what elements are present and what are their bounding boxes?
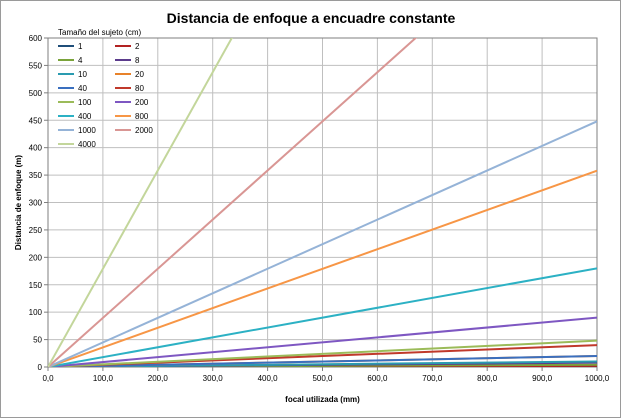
y-tick-label: 150 [29,281,43,290]
y-tick-label: 500 [29,89,43,98]
series-line-4000 [48,38,233,367]
legend-label-2000: 2000 [135,126,153,135]
x-tick-label: 0,0 [42,374,54,383]
x-tick-label: 200,0 [148,374,169,383]
y-tick-label: 600 [29,34,43,43]
x-tick-label: 700,0 [422,374,443,383]
y-axis: 0 50 100 150 200 250 300 350 400 450 500 550 600 [29,34,48,372]
chart-title: Distancia de enfoque a encuadre constant… [167,10,456,26]
legend-label-20: 20 [135,70,144,79]
x-tick-label: 300,0 [203,374,224,383]
x-tick-label: 600,0 [367,374,388,383]
x-tick-label: 500,0 [312,374,333,383]
legend-label-1000: 1000 [78,126,96,135]
legend-label-2: 2 [135,42,140,51]
legend-label-40: 40 [78,84,87,93]
x-tick-label: 400,0 [258,374,279,383]
legend-label-4: 4 [78,56,83,65]
series-line-100 [48,339,597,367]
legend-label-200: 200 [135,98,149,107]
x-tick-label: 1000,0 [585,374,610,383]
legend-label-400: 400 [78,112,92,121]
series-line-40 [48,355,597,367]
y-tick-label: 400 [29,144,43,153]
series-line-400 [48,267,597,367]
y-tick-label: 350 [29,171,43,180]
legend-label-80: 80 [135,84,144,93]
legend: Tamaño del sujeto (cm) 1 2 4 8 10 20 40 80 100 20… [58,28,153,149]
y-tick-label: 450 [29,116,43,125]
series-line-1000 [48,120,597,367]
y-tick-label: 300 [29,199,43,208]
y-tick-label: 550 [29,61,43,70]
y-tick-label: 200 [29,253,43,262]
legend-label-800: 800 [135,112,149,121]
y-tick-label: 250 [29,226,43,235]
series-line-2000 [48,38,418,367]
series-line-800 [48,169,597,367]
legend-label-1: 1 [78,42,83,51]
legend-label-100: 100 [78,98,92,107]
legend-label-4000: 4000 [78,140,96,149]
y-axis-label: Distancia de enfoque (m) [14,155,23,250]
y-tick-label: 100 [29,308,43,317]
y-tick-label: 50 [33,336,42,345]
x-tick-label: 100,0 [93,374,114,383]
x-axis: 0,0 100,0 200,0 300,0 400,0 500,0 600,0 700,0 80… [42,367,610,383]
legend-label-10: 10 [78,70,87,79]
x-axis-label: focal utilizada (mm) [285,395,360,404]
legend-label-8: 8 [135,56,140,65]
legend-title: Tamaño del sujeto (cm) [58,28,141,37]
series-lines [48,38,597,367]
series-line-200 [48,316,597,367]
y-tick-label: 0 [38,363,43,372]
x-tick-label: 800,0 [477,374,498,383]
x-tick-label: 900,0 [532,374,553,383]
